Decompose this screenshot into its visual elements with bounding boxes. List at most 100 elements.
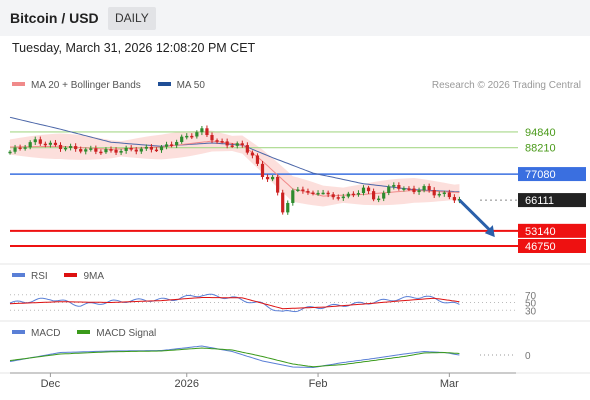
price-level-label-77080: 77080 (525, 169, 556, 181)
legend-swatch-macd (12, 330, 25, 335)
candle-body (94, 148, 98, 152)
candle-body (18, 147, 22, 149)
candle-body (281, 192, 285, 213)
candle-body (346, 193, 350, 197)
candle-body (447, 192, 451, 198)
candle-body (240, 143, 244, 146)
candle-body (175, 141, 179, 146)
candle-body (8, 151, 12, 154)
candle-body (13, 147, 17, 152)
candle-body (170, 144, 174, 146)
candle-body (225, 141, 229, 146)
legend-item-macd: MACD (12, 328, 60, 339)
legend-label-ma20: MA 20 + Bollinger Bands (31, 80, 141, 91)
rsi-9ma-line (9, 297, 460, 310)
candle-body (336, 197, 340, 199)
credit-text: Research © 2026 Trading Central (431, 80, 581, 91)
price-level-label-94840: 94840 (525, 127, 556, 139)
candle-body (235, 143, 239, 146)
candle-body (129, 147, 133, 150)
candle-body (392, 185, 396, 187)
candle-body (326, 192, 330, 195)
candle-body (271, 176, 275, 180)
rsi-legend: RSI 9MA (12, 271, 104, 282)
candle-body (331, 194, 335, 198)
legend-swatch-ma50 (157, 82, 171, 87)
candle-body (63, 147, 68, 150)
candle-body (437, 193, 441, 196)
x-tick-label-Dec: Dec (41, 378, 61, 390)
legend-item-9ma: 9MA (64, 271, 104, 282)
candle-body (306, 190, 310, 193)
rsi-line (9, 293, 460, 313)
candle-body (265, 177, 270, 180)
price-level-label-88210: 88210 (525, 143, 556, 155)
candle-body (286, 202, 290, 213)
macd-level-label-0: 0 (525, 351, 531, 362)
candle-body (23, 147, 27, 149)
candle-body (185, 135, 189, 138)
candle-body (432, 190, 436, 196)
candle-body (180, 136, 184, 142)
macd-line (9, 345, 460, 369)
candle-body (215, 140, 219, 142)
legend-item-ma20: MA 20 + Bollinger Bands (12, 80, 141, 91)
candle-body (154, 149, 159, 152)
candle-body (452, 197, 456, 201)
candle-body (255, 155, 260, 164)
candle-body (412, 188, 416, 193)
candle-body (296, 189, 300, 191)
legend-label-macd-signal: MACD Signal (96, 328, 157, 339)
candle-body (351, 193, 355, 196)
candle-body (48, 142, 52, 145)
candle-body (316, 192, 320, 195)
candle-body (99, 151, 103, 154)
candle-body (387, 186, 391, 193)
x-tick-label-2026: 2026 (175, 378, 199, 390)
candle-body (195, 132, 199, 137)
candle-body (311, 192, 315, 195)
timeframe-badge[interactable]: DAILY (108, 7, 156, 30)
candles-group (8, 125, 462, 215)
legend-item-macd-signal: MACD Signal (77, 328, 156, 339)
candle-body (210, 135, 214, 141)
ma20-line (10, 140, 460, 197)
legend-label-macd: MACD (31, 328, 61, 339)
candle-body (382, 192, 386, 199)
candle-body (134, 149, 138, 152)
candle-body (164, 144, 169, 147)
legend-swatch-ma20 (12, 82, 25, 87)
candle-body (124, 147, 128, 151)
candle-body (43, 143, 47, 146)
candle-body (28, 142, 32, 148)
macd-signal-line (9, 347, 460, 368)
candle-body (250, 152, 254, 156)
candle-body (89, 148, 93, 150)
candle-body (301, 189, 305, 191)
candle-body (402, 188, 406, 190)
candle-body (58, 144, 63, 150)
rsi-level-label-30: 30 (525, 306, 537, 317)
candle-body (139, 148, 143, 152)
legend-swatch-9ma (64, 273, 78, 278)
candle-body (372, 191, 376, 200)
candle-body (109, 149, 113, 151)
candle-body (144, 146, 148, 149)
candle-body (205, 128, 209, 136)
candle-body (321, 192, 325, 195)
main-legend: MA 20 + Bollinger Bands MA 50 (12, 80, 205, 91)
price-level-box-77080 (518, 167, 586, 182)
legend-label-rsi: RSI (31, 271, 48, 282)
candle-body (33, 139, 37, 143)
candle-body (442, 192, 446, 195)
candle-body (397, 185, 401, 189)
forecast-arrow-line (458, 199, 492, 233)
candle-body (159, 146, 164, 151)
candle-body (407, 188, 411, 190)
candle-body (291, 190, 295, 203)
legend-item-rsi: RSI (12, 271, 48, 282)
macd-legend: MACD MACD Signal (12, 328, 156, 339)
price-level-box-46750 (518, 238, 586, 253)
rsi-level-label-70: 70 (525, 291, 537, 302)
